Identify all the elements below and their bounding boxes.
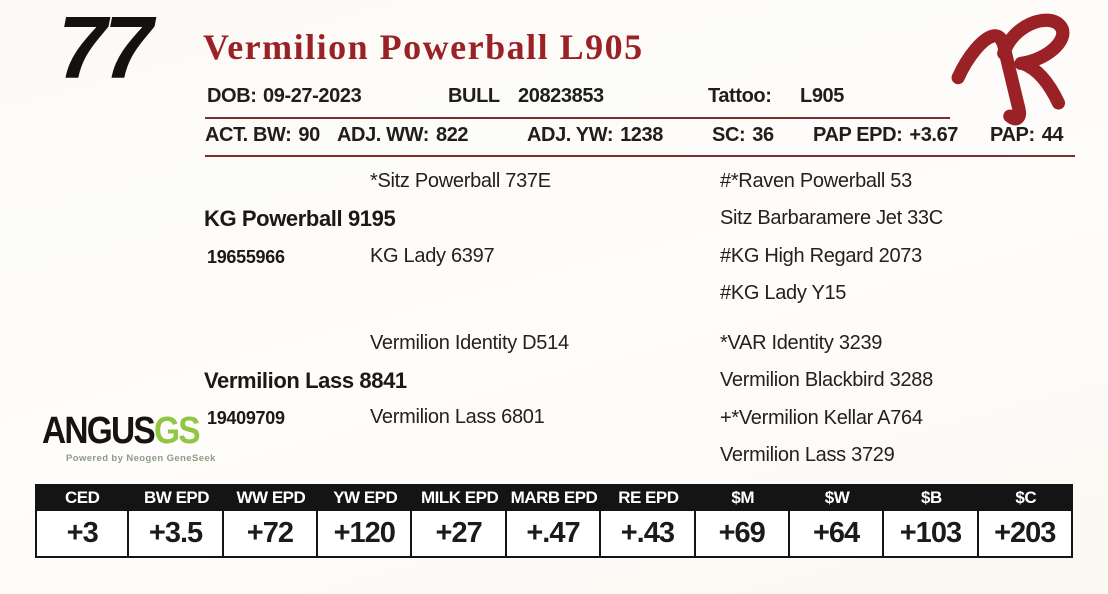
stat-pap: PAP: 44 [990, 124, 1064, 147]
epd-header: $C [978, 484, 1073, 511]
epd-value: +203 [978, 511, 1073, 558]
epd-column-bw: BW EPD +3.5 [129, 484, 224, 558]
epd-table: CED +3 BW EPD +3.5 WW EPD +72 YW EPD +120 MI… [35, 484, 1073, 558]
registration-number: 20823853 [518, 85, 604, 107]
epd-value: +103 [884, 511, 979, 558]
epd-header: CED [35, 484, 130, 511]
epd-value: +3.5 [129, 511, 224, 558]
dam-ancestor-3: +*Vermilion Kellar A764 [720, 407, 923, 429]
dam-ancestor-2: Vermilion Blackbird 3288 [720, 369, 933, 391]
epd-column-dollar-m: $M +69 [695, 484, 790, 558]
epd-column-ww: WW EPD +72 [223, 484, 319, 558]
epd-value: +3 [35, 511, 130, 558]
divider-rule-bottom [205, 155, 1075, 157]
stat-pap-epd: PAP EPD: +3.67 [813, 124, 958, 147]
sire-dam-name: KG Lady 6397 [370, 245, 495, 267]
epd-value: +.43 [601, 511, 696, 558]
stat-adj-yw-value: 1238 [620, 124, 663, 146]
sire-sire-name: *Sitz Powerball 737E [370, 170, 551, 192]
epd-column-yw: YW EPD +120 [318, 484, 413, 558]
stat-adj-ww-value: 822 [435, 124, 469, 146]
dam-sire-name: Vermilion Identity D514 [370, 332, 569, 354]
sire-ancestor-4: #KG Lady Y15 [720, 282, 847, 304]
epd-header: MARB EPD [506, 484, 602, 511]
epd-value: +72 [223, 511, 319, 558]
stat-adj-yw-label: ADJ. YW: [527, 124, 614, 146]
epd-header: RE EPD [601, 484, 696, 511]
epd-column-ced: CED +3 [35, 484, 130, 558]
tattoo-label: Tattoo: [708, 85, 772, 107]
epd-header: $M [695, 484, 790, 511]
stat-adj-yw: ADJ. YW: 1238 [527, 124, 663, 147]
sire-ancestor-1: #*Raven Powerball 53 [720, 170, 912, 192]
lot-number: 77 [58, 0, 153, 97]
stat-pap-label: PAP: [990, 124, 1035, 146]
epd-column-dollar-c: $C +203 [978, 484, 1073, 558]
angus-gs-logo: ANGUSGS Powered by Neogen GeneSeek [42, 412, 220, 464]
sire-ancestor-3: #KG High Regard 2073 [720, 245, 922, 267]
epd-column-re: RE EPD +.43 [601, 484, 696, 558]
epd-column-dollar-w: $W +64 [789, 484, 885, 558]
tattoo-value: L905 [800, 85, 844, 107]
epd-header: BW EPD [129, 484, 224, 511]
vermilion-ranch-brand-icon [951, 13, 1070, 126]
stat-pap-epd-value: +3.67 [909, 124, 959, 146]
epd-value: +64 [789, 511, 885, 558]
stat-sc-value: 36 [752, 124, 774, 146]
epd-value: +69 [695, 511, 790, 558]
stat-act-bw-label: ACT. BW: [205, 124, 292, 146]
dam-name: Vermilion Lass 8841 [204, 368, 407, 393]
animal-name-title: Vermilion Powerball L905 [203, 27, 644, 67]
epd-header: $W [789, 484, 885, 511]
stat-act-bw-value: 90 [298, 124, 320, 146]
stat-adj-ww-label: ADJ. WW: [337, 124, 429, 146]
stat-sc: SC: 36 [712, 124, 774, 147]
divider-rule-top [205, 117, 950, 119]
dob-label: DOB: [207, 85, 257, 107]
epd-value: +27 [412, 511, 507, 558]
epd-column-dollar-b: $B +103 [884, 484, 979, 558]
stat-adj-ww: ADJ. WW: 822 [337, 124, 469, 147]
epd-value: +.47 [506, 511, 602, 558]
sex-label: BULL [448, 85, 500, 107]
sire-registration: 19655966 [207, 247, 285, 267]
dam-dam-name: Vermilion Lass 6801 [370, 406, 545, 428]
stat-pap-value: 44 [1041, 124, 1064, 146]
gs-word: GS [153, 410, 201, 452]
sire-name: KG Powerball 9195 [204, 206, 396, 231]
stat-pap-epd-label: PAP EPD: [813, 124, 903, 146]
dob-value: 09-27-2023 [263, 85, 362, 107]
dam-ancestor-4: Vermilion Lass 3729 [720, 444, 895, 466]
angus-gs-tagline: Powered by Neogen GeneSeek [66, 453, 216, 464]
epd-column-marb: MARB EPD +.47 [506, 484, 602, 558]
angus-gs-wordmark: ANGUSGS [42, 410, 201, 452]
dam-ancestor-1: *VAR Identity 3239 [720, 332, 883, 354]
sire-ancestor-2: Sitz Barbaramere Jet 33C [720, 207, 943, 229]
epd-value: +120 [318, 511, 413, 558]
dam-registration: 19409709 [207, 408, 285, 428]
epd-header: WW EPD [223, 484, 319, 511]
stat-sc-label: SC: [712, 124, 746, 146]
angus-word: ANGUS [42, 410, 156, 452]
epd-header: MILK EPD [412, 484, 507, 511]
epd-column-milk: MILK EPD +27 [412, 484, 507, 558]
epd-header: YW EPD [318, 484, 413, 511]
epd-header: $B [884, 484, 979, 511]
stat-act-bw: ACT. BW: 90 [205, 124, 320, 147]
